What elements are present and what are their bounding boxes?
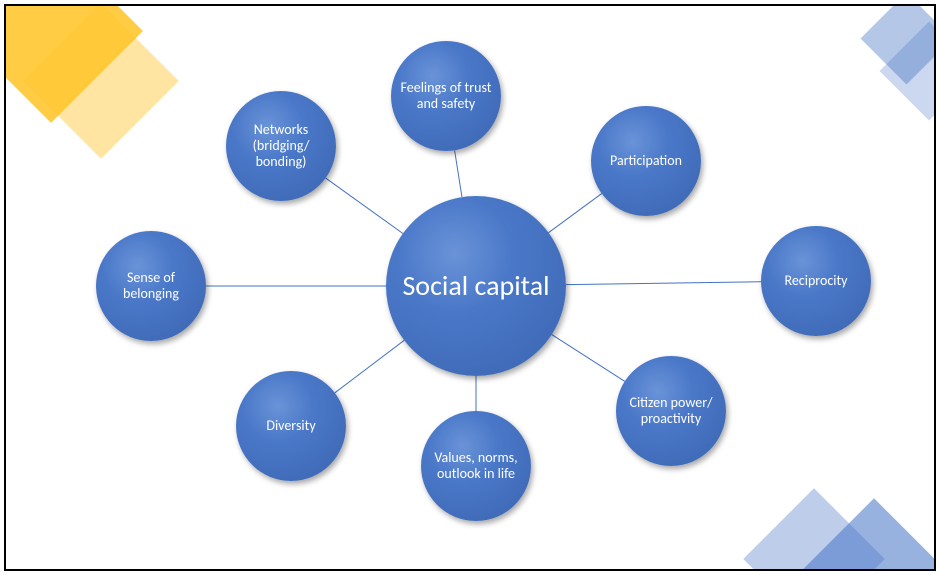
diagram-frame: Social capital Feelings of trust and saf… xyxy=(4,4,936,571)
center-node: Social capital xyxy=(386,196,566,376)
spoke-label: Citizen power/ proactivity xyxy=(622,395,720,427)
edge-citizen xyxy=(552,335,625,382)
spoke-label: Diversity xyxy=(266,418,315,434)
edge-trust xyxy=(455,150,462,197)
spoke-reciprocity: Reciprocity xyxy=(761,226,871,336)
spoke-values: Values, norms, outlook in life xyxy=(421,411,531,521)
edge-reciprocity xyxy=(566,282,761,285)
spoke-label: Reciprocity xyxy=(784,273,847,289)
center-node-label: Social capital xyxy=(402,270,549,302)
edge-diversity xyxy=(335,340,404,393)
spoke-trust: Feelings of trust and safety xyxy=(391,41,501,151)
spoke-networks: Networks (bridging/ bonding) xyxy=(226,91,336,201)
edge-networks xyxy=(326,178,403,233)
spoke-label: Values, norms, outlook in life xyxy=(427,450,525,482)
spoke-participation: Participation xyxy=(591,106,701,216)
spoke-label: Participation xyxy=(610,153,682,169)
spoke-label: Feelings of trust and safety xyxy=(397,80,495,112)
spoke-diversity: Diversity xyxy=(236,371,346,481)
spoke-label: Sense of belonging xyxy=(102,270,200,302)
spoke-belonging: Sense of belonging xyxy=(96,231,206,341)
spoke-label: Networks (bridging/ bonding) xyxy=(232,122,330,170)
spoke-citizen-power: Citizen power/ proactivity xyxy=(616,356,726,466)
edge-participation xyxy=(549,194,602,233)
